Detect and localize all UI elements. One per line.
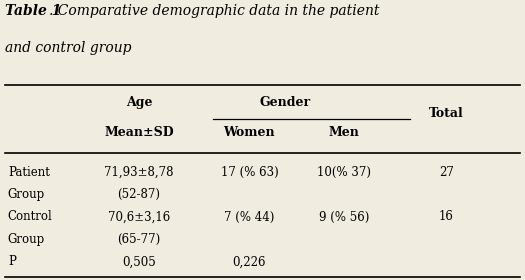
Text: 27: 27 xyxy=(439,166,454,179)
Text: Table 1: Table 1 xyxy=(5,4,61,18)
Text: 7 (% 44): 7 (% 44) xyxy=(224,211,275,223)
Text: 0,505: 0,505 xyxy=(122,255,156,268)
Text: Gender: Gender xyxy=(259,96,310,109)
Text: 10(% 37): 10(% 37) xyxy=(317,166,371,179)
Text: Control: Control xyxy=(8,211,52,223)
Text: Mean±SD: Mean±SD xyxy=(104,127,174,139)
Text: and control group: and control group xyxy=(5,41,132,55)
Text: (65-77): (65-77) xyxy=(118,233,161,246)
Text: Total: Total xyxy=(429,107,464,120)
Text: 17 (% 63): 17 (% 63) xyxy=(220,166,278,179)
Text: 16: 16 xyxy=(439,211,454,223)
Text: Patient: Patient xyxy=(8,166,50,179)
Text: (52-87): (52-87) xyxy=(118,188,161,201)
Text: Age: Age xyxy=(126,96,152,109)
Text: Group: Group xyxy=(8,233,45,246)
Text: 0,226: 0,226 xyxy=(233,255,266,268)
Text: P: P xyxy=(8,255,16,268)
Text: Group: Group xyxy=(8,188,45,201)
Text: 71,93±8,78: 71,93±8,78 xyxy=(104,166,174,179)
Text: 70,6±3,16: 70,6±3,16 xyxy=(108,211,170,223)
Text: . Comparative demographic data in the patient: . Comparative demographic data in the pa… xyxy=(49,4,380,18)
Text: Women: Women xyxy=(224,127,275,139)
Text: Men: Men xyxy=(329,127,359,139)
Text: 9 (% 56): 9 (% 56) xyxy=(319,211,369,223)
